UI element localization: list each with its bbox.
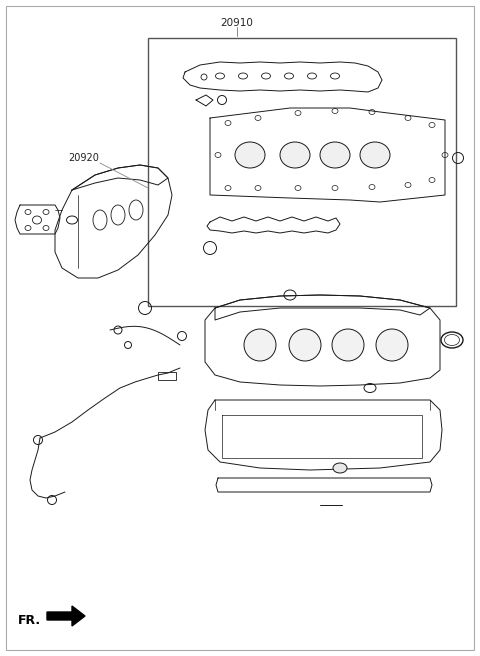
Ellipse shape	[235, 142, 265, 168]
Ellipse shape	[333, 463, 347, 473]
Bar	[158, 372, 176, 380]
Polygon shape	[47, 606, 85, 626]
Text: 20920: 20920	[68, 153, 99, 163]
Ellipse shape	[280, 142, 310, 168]
Ellipse shape	[376, 329, 408, 361]
Text: FR.: FR.	[18, 613, 41, 626]
Ellipse shape	[320, 142, 350, 168]
Ellipse shape	[444, 335, 459, 346]
Text: 20910: 20910	[221, 18, 253, 28]
Ellipse shape	[332, 329, 364, 361]
Ellipse shape	[289, 329, 321, 361]
Ellipse shape	[360, 142, 390, 168]
Ellipse shape	[244, 329, 276, 361]
Bar	[148, 38, 456, 306]
